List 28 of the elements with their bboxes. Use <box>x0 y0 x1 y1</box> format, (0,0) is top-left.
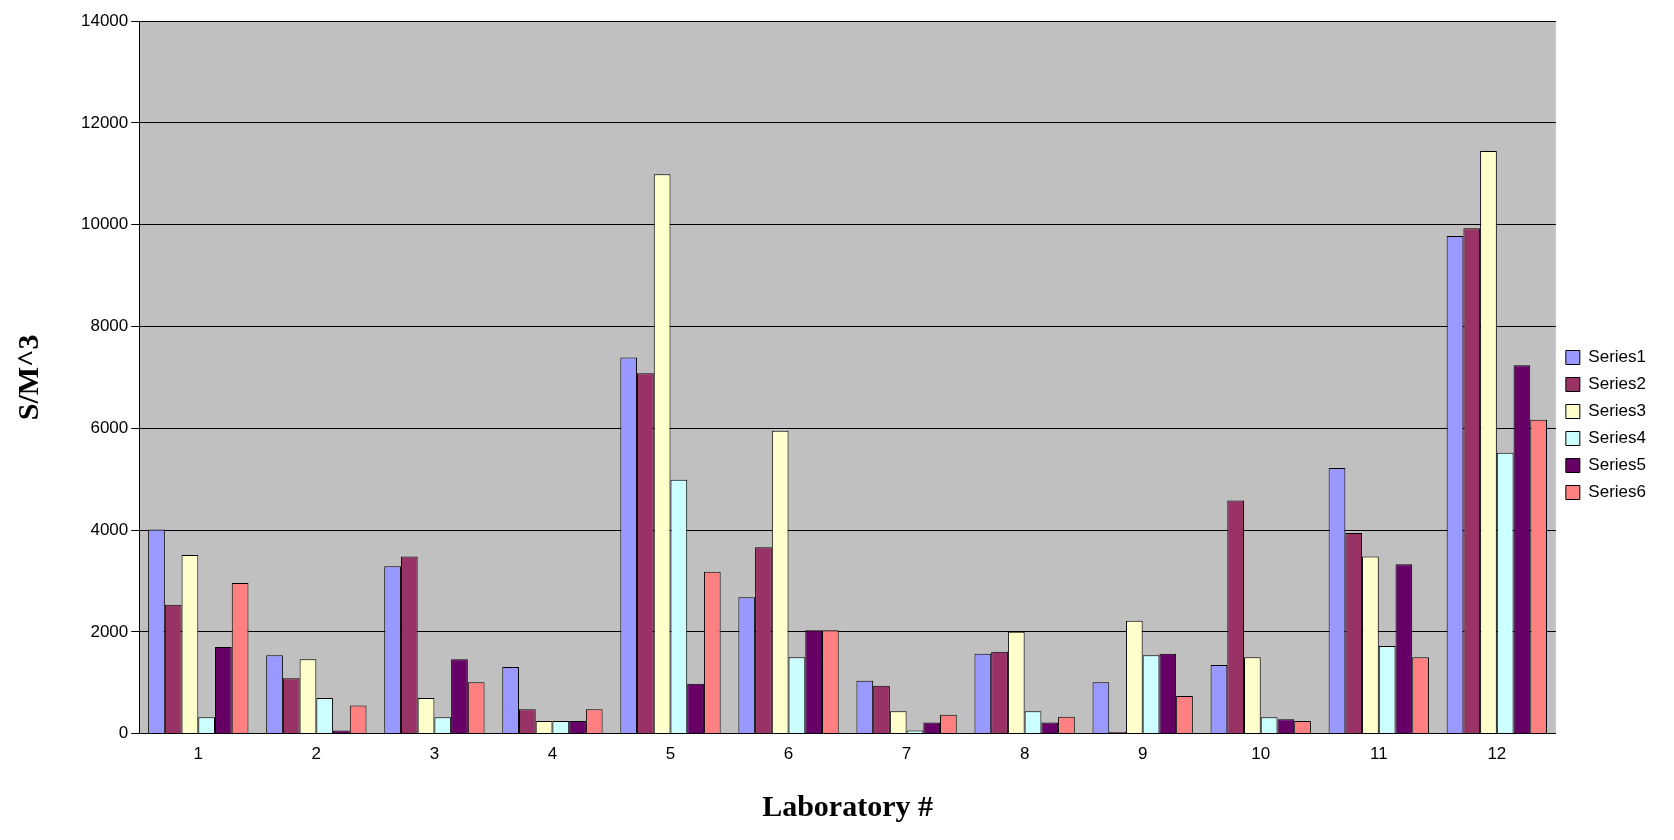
legend-label: Series2 <box>1588 374 1646 394</box>
x-axis-title: Laboratory # <box>762 788 933 822</box>
y-tick-label: 8000 <box>90 316 129 336</box>
x-tick-label: 6 <box>783 744 794 764</box>
x-tick-label: 4 <box>547 744 558 764</box>
y-tick-label: 2000 <box>90 621 129 641</box>
y-tick-label: 12000 <box>80 112 129 132</box>
legend-label: Series1 <box>1588 347 1646 367</box>
y-tick-label: 10000 <box>80 214 129 234</box>
y-tick-label: 0 <box>118 723 129 743</box>
y-tick-label: 4000 <box>90 519 129 539</box>
x-tick-label: 8 <box>1019 744 1030 764</box>
x-tick-label: 9 <box>1137 744 1148 764</box>
legend-label: Series3 <box>1588 401 1646 421</box>
legend-label: Series4 <box>1588 428 1646 448</box>
y-tick-label: 6000 <box>90 417 129 437</box>
x-tick-label: 10 <box>1251 744 1271 764</box>
y-tick-label: 14000 <box>80 10 129 30</box>
legend-label: Series5 <box>1588 455 1646 475</box>
x-tick-label: 12 <box>1487 744 1507 764</box>
legend-label: Series6 <box>1588 482 1646 502</box>
x-tick-label: 11 <box>1369 744 1388 764</box>
x-tick-label: 5 <box>665 744 676 764</box>
x-tick-label: 7 <box>901 744 912 764</box>
x-tick-label: 1 <box>193 744 204 764</box>
x-tick-label: 2 <box>311 744 322 764</box>
y-axis-title: S/M^3 <box>10 334 44 421</box>
x-tick-label: 3 <box>429 744 440 764</box>
